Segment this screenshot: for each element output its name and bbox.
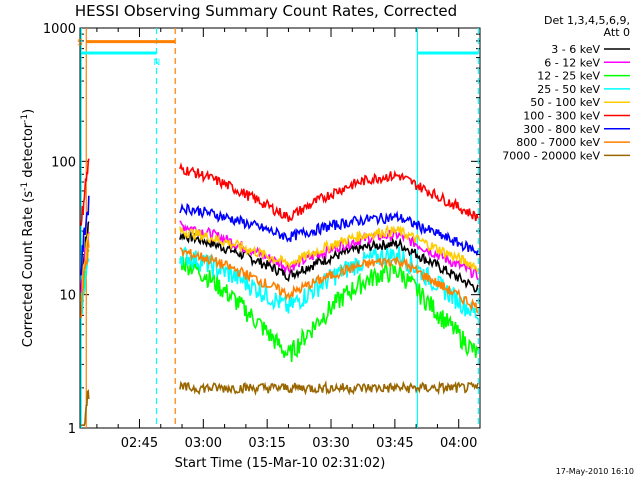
legend-label-1: 6 - 12 keV xyxy=(544,56,600,69)
y-axis-label-end: ) xyxy=(21,109,36,114)
series-line-6 xyxy=(80,195,479,276)
x-axis-label: Start Time (15-Mar-10 02:31:02) xyxy=(175,456,386,471)
y-tick-label-1: 10 xyxy=(59,289,76,304)
flag-lines: SN xyxy=(77,39,479,68)
legend-label-8: 7000 - 20000 keV xyxy=(502,149,600,162)
flag-label-s: S xyxy=(77,39,83,49)
legend-label-3: 25 - 50 keV xyxy=(537,83,600,96)
legend-label-7: 800 - 7000 keV xyxy=(516,136,600,149)
y-axis-label-main: Corrected Count Rate (s xyxy=(21,191,36,348)
y-axis-label-sup1: -1 xyxy=(20,182,30,191)
y-axis-label-mid: detector xyxy=(21,122,36,182)
legend-header-2: Att 0 xyxy=(604,26,630,39)
y-tick-label-3: 1000 xyxy=(43,22,76,37)
flag-label-n: N xyxy=(153,58,160,68)
legend-label-6: 300 - 800 keV xyxy=(523,123,600,136)
legend-label-5: 100 - 300 keV xyxy=(523,110,600,123)
x-tick-label-3: 03:30 xyxy=(312,436,349,451)
legend-header-1: Det 1,3,4,5,6,9, xyxy=(544,14,630,27)
x-tick-label-2: 03:15 xyxy=(248,436,285,451)
x-tick-label-0: 02:45 xyxy=(121,436,158,451)
series-group xyxy=(80,158,479,426)
footer-timestamp: 17-May-2010 16:10 xyxy=(556,467,634,476)
series-line-7 xyxy=(80,240,479,318)
legend-label-2: 12 - 25 keV xyxy=(537,70,600,83)
legend-label-4: 50 - 100 keV xyxy=(530,96,600,109)
x-tick-label-1: 03:00 xyxy=(185,436,222,451)
x-axis-ticks: 02:45 03:00 03:15 03:30 03:45 04:00 xyxy=(96,28,481,451)
x-tick-label-4: 03:45 xyxy=(376,436,413,451)
y-axis-label-sup2: -1 xyxy=(20,114,30,123)
series-line-8 xyxy=(81,380,479,426)
x-tick-label-5: 04:00 xyxy=(440,436,477,451)
y-axis-label: Corrected Count Rate (s-1 detector-1) xyxy=(20,109,36,347)
time-markers xyxy=(80,28,479,428)
y-tick-label-0: 1 xyxy=(68,422,76,437)
series-line-5 xyxy=(80,158,479,226)
plot-frame xyxy=(79,27,481,429)
chart-title: HESSI Observing Summary Count Rates, Cor… xyxy=(75,2,457,20)
legend-label-0: 3 - 6 keV xyxy=(551,43,600,56)
y-axis-ticks: 1 10 100 1000 xyxy=(43,22,480,437)
y-tick-label-2: 100 xyxy=(51,155,76,170)
